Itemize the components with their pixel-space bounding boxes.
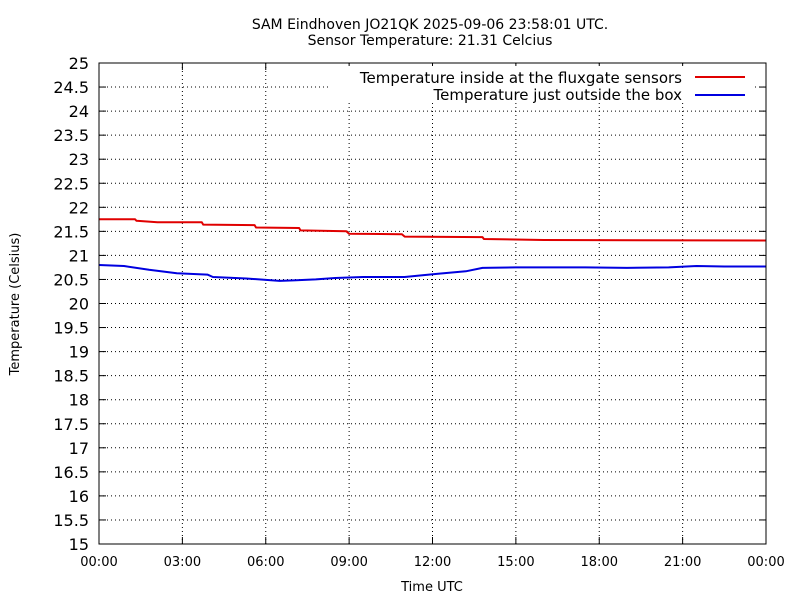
y-tick-label: 21	[69, 246, 89, 265]
y-tick-label: 24.5	[53, 78, 89, 97]
x-tick-label: 18:00	[581, 555, 618, 570]
y-tick-label: 15.5	[53, 511, 89, 530]
y-tick-label: 18.5	[53, 367, 89, 386]
legend-label-outside: Temperature just outside the box	[433, 86, 683, 104]
series-lines	[98, 218, 767, 282]
x-tick-label: 03:00	[164, 555, 201, 570]
legend: Temperature inside at the fluxgate senso…	[330, 66, 755, 104]
y-tick-label: 23	[69, 150, 89, 169]
y-tick-label: 25	[69, 54, 89, 73]
y-tick-label: 19.5	[53, 319, 89, 338]
plot-frame	[98, 62, 767, 545]
y-tick-label: 16	[69, 487, 89, 506]
y-tick-label: 20	[69, 295, 89, 314]
x-tick-label: 12:00	[414, 555, 451, 570]
series-outside-box	[98, 264, 766, 282]
y-tick-label: 22.5	[53, 174, 89, 193]
y-tick-label: 24	[69, 102, 89, 121]
y-tick-label: 22	[69, 198, 89, 217]
y-tick-label: 15	[69, 535, 89, 554]
y-tick-label: 16.5	[53, 463, 89, 482]
y-tick-label: 23.5	[53, 126, 89, 145]
x-tick-label: 00:00	[80, 555, 117, 570]
x-tick-label: 09:00	[330, 555, 367, 570]
x-tick-label: 06:00	[247, 555, 284, 570]
y-tick-label: 17	[69, 439, 89, 458]
y-axis-label: Temperature (Celsius)	[8, 233, 23, 377]
series-inside-fluxgate	[99, 218, 767, 242]
y-tick-label: 18	[69, 391, 89, 410]
legend-background	[330, 66, 755, 102]
y-tick-label: 19	[69, 343, 89, 362]
x-tick-label: 15:00	[497, 555, 534, 570]
chart-title: SAM Eindhoven JO21QK 2025-09-06 23:58:01…	[252, 17, 608, 33]
x-axis-label: Time UTC	[400, 580, 463, 595]
legend-label-inside: Temperature inside at the fluxgate senso…	[359, 69, 682, 87]
y-tick-label: 21.5	[53, 222, 89, 241]
y-tick-label: 17.5	[53, 415, 89, 434]
x-tick-label: 00:00	[747, 555, 784, 570]
tick-labels: 15 15.5 16 16.5 17 17.5 18 18.5 19 19.5 20 20.5 21 21…	[53, 54, 784, 570]
y-tick-label: 20.5	[53, 270, 89, 289]
grid-lines	[99, 63, 766, 544]
x-tick-label: 21:00	[664, 555, 701, 570]
chart-subtitle: Sensor Temperature: 21.31 Celcius	[308, 33, 553, 49]
